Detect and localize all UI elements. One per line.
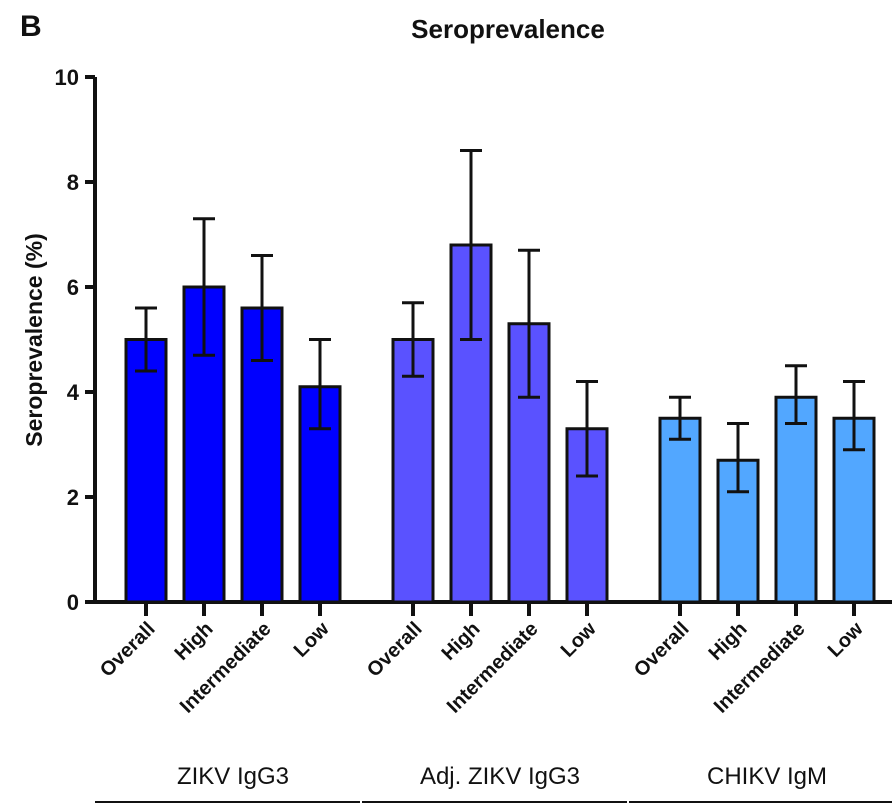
bar <box>124 338 168 604</box>
x-tick-label: High <box>705 618 752 665</box>
x-tick-label: High <box>171 618 218 665</box>
panel-label: B <box>20 10 42 43</box>
x-tick-label: Overall <box>630 618 694 682</box>
bar-marks <box>124 243 876 604</box>
y-tick-label: 8 <box>67 170 79 195</box>
x-tick-label: Overall <box>96 618 160 682</box>
group-label: ZIKV IgG3 <box>177 763 289 790</box>
y-tick-label: 2 <box>67 485 79 510</box>
x-tick-label: Overall <box>363 618 427 682</box>
y-tick-label: 10 <box>55 65 79 90</box>
y-ticks: 0 2 4 6 8 10 <box>55 65 95 615</box>
bar <box>391 338 435 604</box>
x-tick-label: Low <box>290 618 334 662</box>
x-tick-label: Low <box>824 618 868 662</box>
chart-title: Seroprevalence <box>411 14 605 44</box>
bar <box>774 395 818 604</box>
y-tick-label: 0 <box>67 590 79 615</box>
error-bar-marks <box>135 149 865 494</box>
y-axis-title: Seroprevalence (%) <box>21 233 47 446</box>
x-tick-label: High <box>438 618 485 665</box>
bar <box>658 416 702 604</box>
y-tick-label: 6 <box>67 275 79 300</box>
y-tick-label: 4 <box>67 380 80 405</box>
group-labels: ZIKV IgG3 Adj. ZIKV IgG3 CHIKV IgM <box>95 763 892 803</box>
group-label: CHIKV IgM <box>707 763 827 790</box>
group-label: Adj. ZIKV IgG3 <box>420 763 580 790</box>
x-tick-label: Low <box>557 618 601 662</box>
